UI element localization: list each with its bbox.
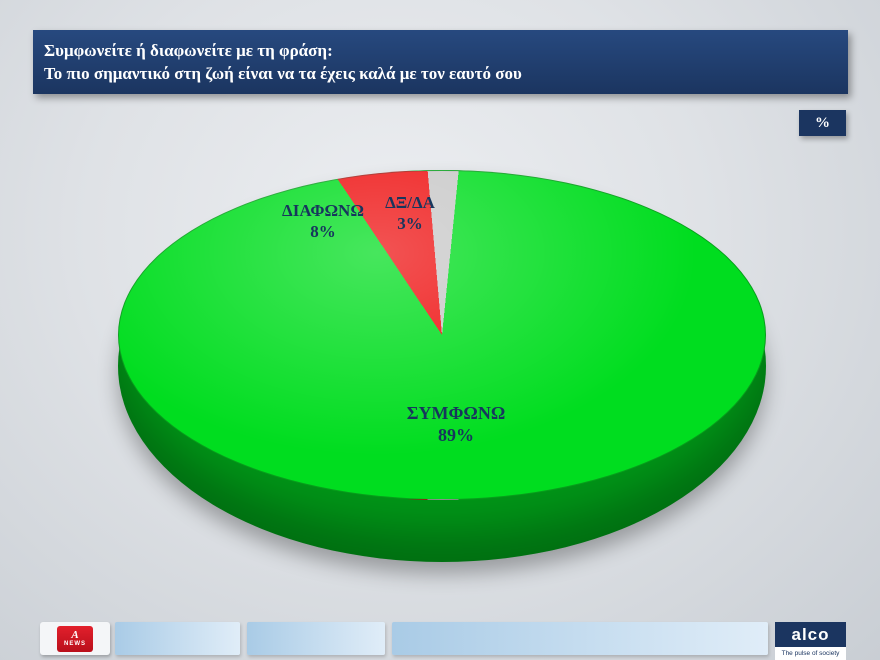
slice-label-disagree-text: ΔΙΑΦΩΝΩ	[282, 201, 364, 220]
pie-chart: ΔΙΑΦΩΝΩ 8% ΔΞ/ΔΑ 3% ΣΥΜΦΩΝΩ 89%	[118, 170, 766, 570]
alpha-logo-symbol: A	[71, 628, 79, 641]
footer-bar-1	[115, 622, 240, 655]
slice-label-dontknow-text: ΔΞ/ΔΑ	[385, 193, 435, 212]
alco-tagline: The pulse of society	[775, 647, 846, 660]
pie-surface	[118, 170, 766, 500]
alco-logo: alco	[775, 622, 846, 647]
slice-label-dontknow-pct: 3%	[397, 214, 423, 233]
footer-bar-3	[392, 622, 768, 655]
slice-label-agree: ΣΥΜΦΩΝΩ 89%	[376, 402, 536, 446]
header-line-1: Συμφωνείτε ή διαφωνείτε με τη φράση:	[44, 41, 333, 60]
header-line-2: Το πιο σημαντικό στη ζωή είναι να τα έχε…	[44, 64, 522, 83]
header-bar: Συμφωνείτε ή διαφωνείτε με τη φράση: Το …	[33, 30, 848, 94]
percent-badge: %	[799, 110, 846, 136]
slice-label-agree-pct: 89%	[438, 425, 474, 445]
slice-label-dontknow: ΔΞ/ΔΑ 3%	[365, 192, 455, 234]
alpha-logo-label: NEWS	[64, 640, 86, 647]
footer-bar-2	[247, 622, 385, 655]
alpha-news-logo-icon: A NEWS	[57, 625, 93, 652]
channel-logo-box: A NEWS	[40, 622, 110, 655]
slice-label-agree-text: ΣΥΜΦΩΝΩ	[406, 403, 506, 423]
slice-label-disagree-pct: 8%	[310, 222, 336, 241]
slice-label-disagree: ΔΙΑΦΩΝΩ 8%	[258, 200, 388, 242]
